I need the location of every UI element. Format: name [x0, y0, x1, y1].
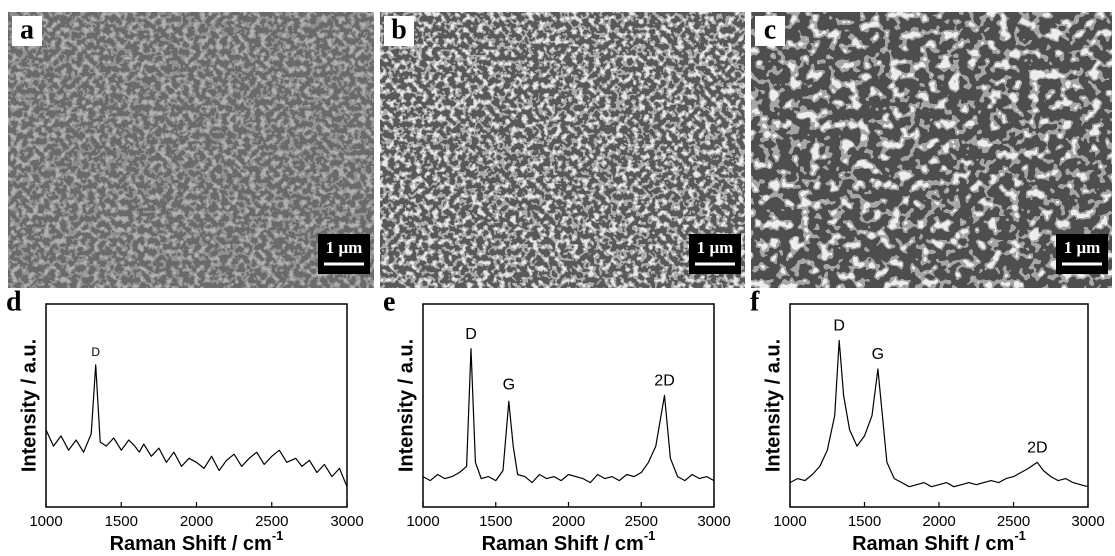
x-axis-label: Raman Shift / cm-1 — [482, 528, 656, 555]
x-tick-label: 2000 — [180, 513, 213, 530]
spectrum-line — [422, 348, 715, 484]
panel-label: d — [6, 286, 22, 317]
panel-label: b — [391, 14, 407, 45]
panel-label-box — [12, 16, 42, 46]
plot-frame — [45, 303, 348, 508]
panel-label-box — [755, 16, 785, 46]
x-tick-label: 3000 — [697, 513, 730, 530]
peak-label: 2D — [1027, 439, 1047, 456]
y-axis-label: Intensity / a.u. — [762, 339, 784, 472]
scale-bar-box — [689, 234, 741, 274]
y-axis-label: Intensity / a.u. — [18, 339, 40, 472]
raman-chart: 1000 1500 2000 2500 3000 D G 2D Raman Shift / cm… — [383, 286, 731, 555]
peak-label: D — [465, 326, 477, 343]
panel-label: e — [383, 286, 395, 317]
spectrum-line — [45, 364, 348, 487]
y-axis-label: Intensity / a.u. — [395, 339, 417, 472]
panel-label: c — [764, 14, 776, 45]
x-axis-label-text: Raman Shift / cm — [482, 533, 644, 555]
peak-label: D — [91, 345, 100, 359]
x-tick-label: 3000 — [330, 513, 363, 530]
sem-texture — [751, 12, 1112, 288]
x-tick-label: 2000 — [922, 513, 955, 530]
spectrum-line — [789, 339, 1089, 488]
peak-label: 2D — [654, 372, 674, 389]
x-axis-label: Raman Shift / cm-1 — [852, 528, 1026, 555]
x-axis-label-text: Raman Shift / cm — [852, 533, 1014, 555]
scale-bar-label: 1 μm — [697, 238, 734, 257]
x-axis-label-text: Raman Shift / cm — [110, 533, 272, 555]
raman-chart: 1000 1500 2000 2500 3000 D Raman Shift / cm-1 I… — [6, 286, 364, 555]
x-tick-label: 2500 — [997, 513, 1030, 530]
x-axis-label-sup: -1 — [272, 528, 284, 543]
x-tick-label: 1500 — [848, 513, 881, 530]
raman-chart: 1000 1500 2000 2500 3000 D G 2D Raman Shift / cm… — [750, 286, 1105, 555]
x-tick-label: 1000 — [773, 513, 806, 530]
scale-bar-box — [1056, 234, 1108, 274]
peak-label: G — [872, 346, 884, 363]
sem-images — [8, 12, 1112, 288]
x-tick-label: 1000 — [29, 513, 62, 530]
peak-label: D — [833, 318, 845, 335]
x-tick-label: 2000 — [552, 513, 585, 530]
x-tick-label: 1500 — [479, 513, 512, 530]
scale-bar-label: 1 μm — [1064, 238, 1101, 257]
x-axis-label-sup: -1 — [1014, 528, 1026, 543]
panel-label: a — [20, 14, 34, 45]
sem-texture — [380, 12, 745, 288]
panel-label-box — [384, 16, 414, 46]
peak-label: G — [503, 377, 515, 394]
x-tick-label: 2500 — [625, 513, 658, 530]
x-tick-label: 1500 — [105, 513, 138, 530]
x-axis-label-sup: -1 — [644, 528, 656, 543]
x-tick-label: 1000 — [406, 513, 439, 530]
x-tick-label: 2500 — [255, 513, 288, 530]
x-axis-label: Raman Shift / cm-1 — [110, 528, 284, 555]
scale-bar-box — [318, 234, 370, 274]
sem-texture — [8, 12, 374, 288]
scale-bar-label: 1 μm — [326, 238, 363, 257]
x-tick-label: 3000 — [1071, 513, 1104, 530]
panel-label: f — [750, 286, 760, 317]
